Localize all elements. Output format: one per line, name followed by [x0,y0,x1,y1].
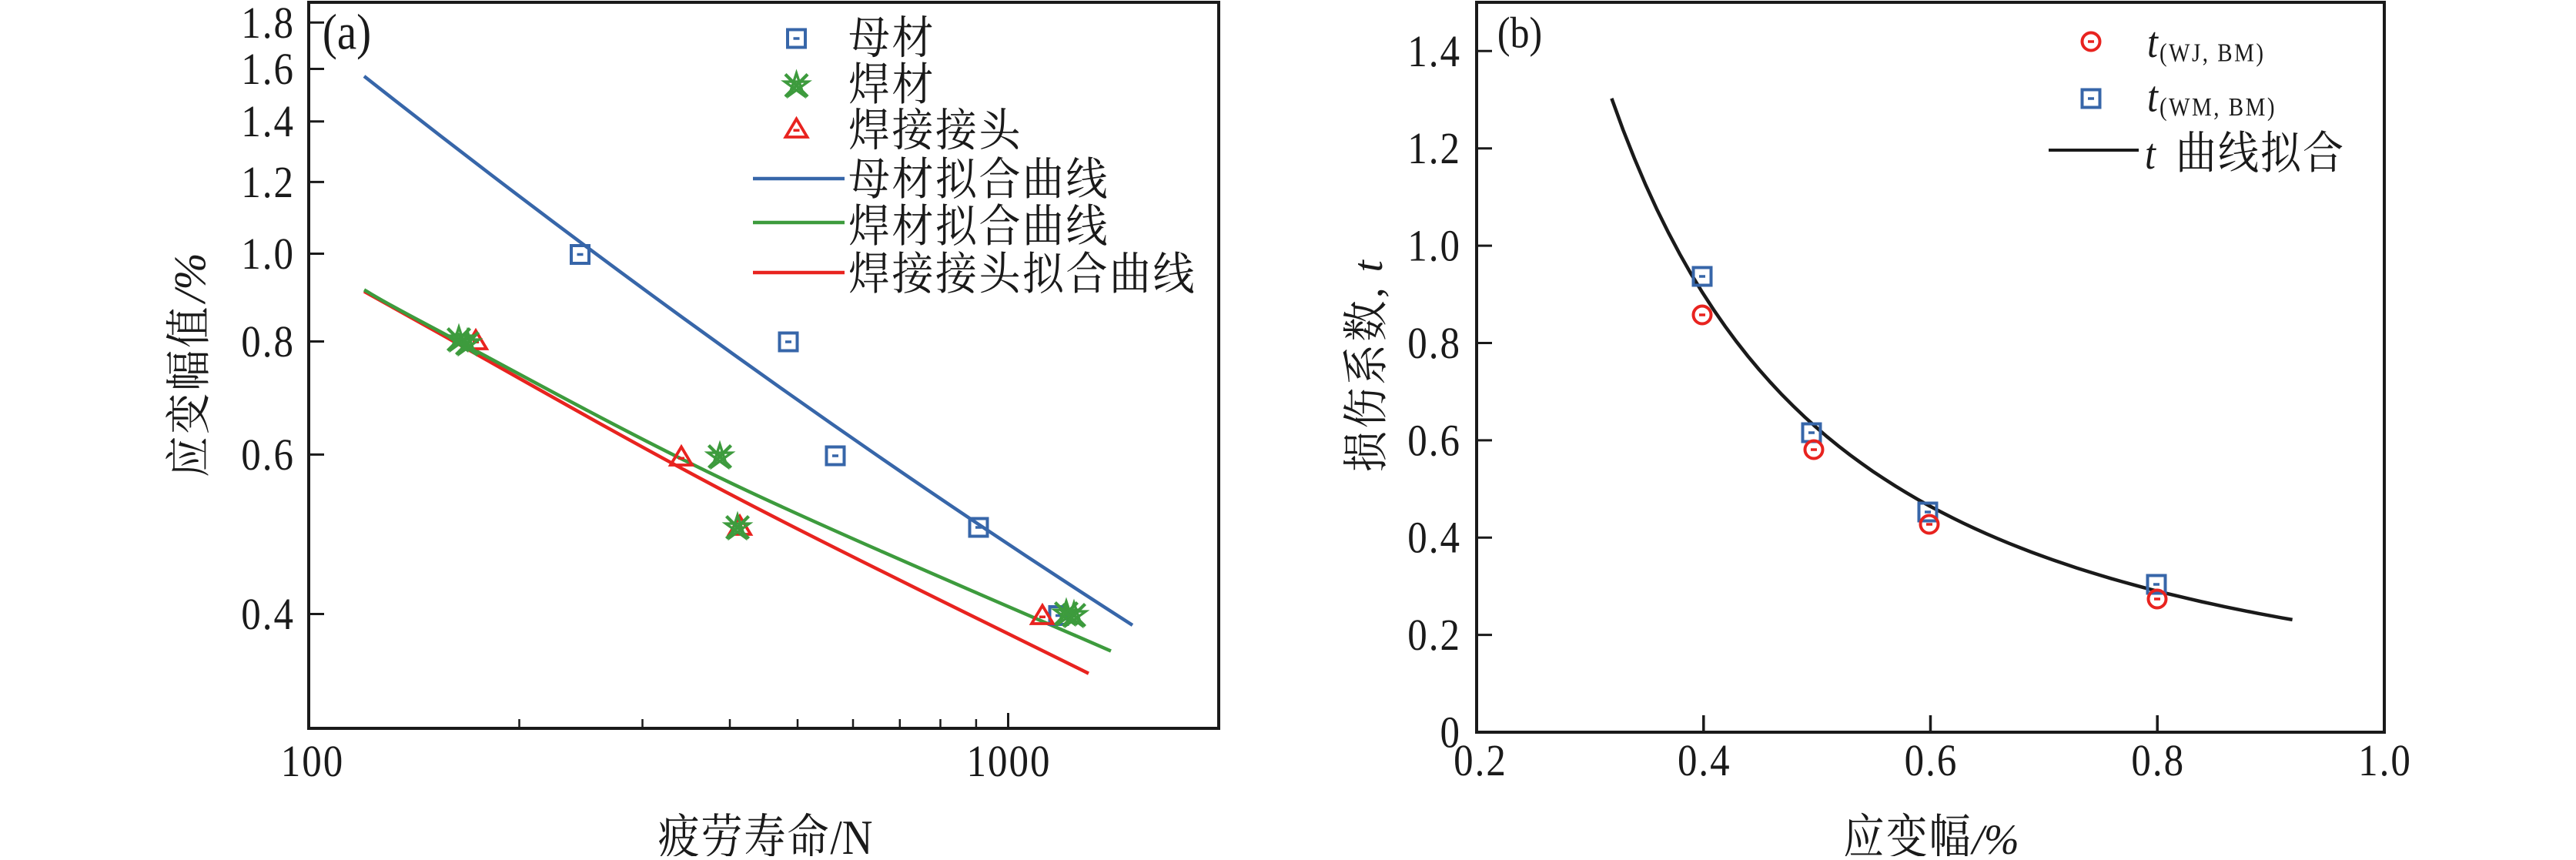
svg-text:0.8: 0.8 [241,316,295,366]
svg-text:0: 0 [1440,707,1461,757]
svg-text:1000: 1000 [967,736,1052,786]
svg-text:(WJ, BM): (WJ, BM) [2159,38,2266,67]
svg-text:(WM, BM): (WM, BM) [2159,92,2277,121]
svg-text:/%: /% [165,253,215,304]
svg-text:0.4: 0.4 [1678,735,1731,785]
svg-text:0.8: 0.8 [2131,735,2185,785]
svg-text:0.6: 0.6 [1905,735,1959,785]
svg-text:0.2: 0.2 [1407,610,1461,660]
svg-text:0.2: 0.2 [1454,735,1507,785]
svg-text:0.8: 0.8 [1407,318,1461,368]
svg-text:1.0: 1.0 [241,229,295,279]
svg-text:/N: /N [831,810,873,856]
svg-text:1.4: 1.4 [1407,26,1461,76]
svg-text:1.4: 1.4 [241,96,295,146]
svg-text:1.0: 1.0 [2358,735,2412,785]
svg-text:0.6: 0.6 [1407,415,1461,465]
svg-text:0.4: 0.4 [241,589,295,639]
svg-text:1.0: 1.0 [1407,220,1461,270]
svg-text:, t: , t [1344,259,1391,299]
svg-text:(a): (a) [323,5,371,61]
svg-text:0.6: 0.6 [241,430,295,480]
svg-text:/%: /% [1970,816,2019,856]
svg-text:1.6: 1.6 [241,44,295,94]
svg-text:t: t [2145,129,2157,179]
svg-text:(b): (b) [1497,8,1542,57]
svg-text:1.2: 1.2 [1407,123,1461,173]
svg-text:0.4: 0.4 [1407,512,1461,562]
svg-text:1.2: 1.2 [241,157,295,207]
svg-text:1.8: 1.8 [241,0,295,48]
svg-text:t: t [2147,72,2159,121]
svg-text:t: t [2147,18,2159,67]
svg-text:100: 100 [281,736,344,786]
